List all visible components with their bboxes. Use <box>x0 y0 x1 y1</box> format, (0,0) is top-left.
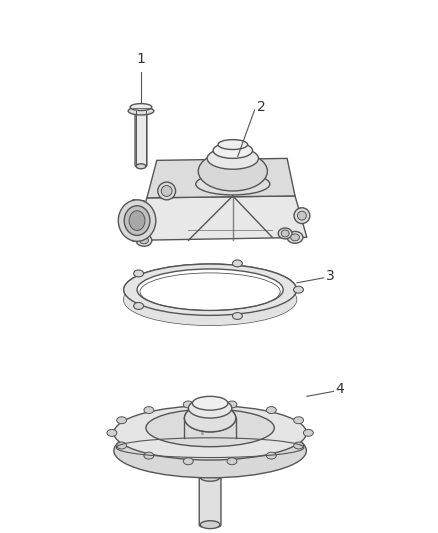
Polygon shape <box>134 196 307 240</box>
Ellipse shape <box>227 401 237 408</box>
Ellipse shape <box>188 398 232 418</box>
Ellipse shape <box>136 235 152 246</box>
Ellipse shape <box>281 230 289 237</box>
Ellipse shape <box>117 417 127 424</box>
Ellipse shape <box>114 406 306 460</box>
Ellipse shape <box>117 442 127 449</box>
Ellipse shape <box>192 397 228 410</box>
FancyBboxPatch shape <box>199 475 221 527</box>
Ellipse shape <box>184 458 193 465</box>
Ellipse shape <box>114 424 306 478</box>
Ellipse shape <box>144 407 154 414</box>
Text: II: II <box>200 430 204 436</box>
Ellipse shape <box>136 164 146 169</box>
Ellipse shape <box>118 200 156 241</box>
Ellipse shape <box>227 458 237 465</box>
Ellipse shape <box>297 211 306 220</box>
Ellipse shape <box>184 401 193 408</box>
Ellipse shape <box>137 269 283 310</box>
Ellipse shape <box>233 260 242 267</box>
Ellipse shape <box>129 211 145 230</box>
Ellipse shape <box>304 430 313 437</box>
Ellipse shape <box>107 430 117 437</box>
Text: 3: 3 <box>325 269 334 283</box>
Text: 4: 4 <box>336 382 344 397</box>
FancyBboxPatch shape <box>135 110 147 166</box>
Ellipse shape <box>184 404 236 432</box>
Ellipse shape <box>196 173 270 195</box>
Text: 1: 1 <box>137 52 145 66</box>
Ellipse shape <box>294 208 310 223</box>
Ellipse shape <box>124 206 150 236</box>
Ellipse shape <box>294 442 304 449</box>
Ellipse shape <box>266 452 276 459</box>
Ellipse shape <box>266 407 276 414</box>
Ellipse shape <box>161 185 172 196</box>
Polygon shape <box>147 158 295 198</box>
Ellipse shape <box>294 417 304 424</box>
Ellipse shape <box>124 264 297 316</box>
Ellipse shape <box>184 404 236 432</box>
Ellipse shape <box>137 269 283 310</box>
Ellipse shape <box>158 182 176 200</box>
Ellipse shape <box>233 312 242 319</box>
Ellipse shape <box>144 452 154 459</box>
Ellipse shape <box>207 148 258 169</box>
Ellipse shape <box>140 237 148 244</box>
Ellipse shape <box>124 264 297 316</box>
Ellipse shape <box>124 274 297 325</box>
Ellipse shape <box>130 103 152 110</box>
Ellipse shape <box>200 473 220 481</box>
Ellipse shape <box>134 270 144 277</box>
Ellipse shape <box>200 521 220 529</box>
Ellipse shape <box>198 151 267 191</box>
Ellipse shape <box>290 234 300 241</box>
Ellipse shape <box>213 143 253 158</box>
Ellipse shape <box>293 286 304 293</box>
Ellipse shape <box>218 140 247 149</box>
Ellipse shape <box>278 228 292 239</box>
Ellipse shape <box>128 107 154 115</box>
Text: 2: 2 <box>257 100 265 114</box>
Ellipse shape <box>134 303 144 310</box>
Ellipse shape <box>146 409 274 447</box>
Ellipse shape <box>287 231 303 243</box>
Ellipse shape <box>124 274 297 325</box>
